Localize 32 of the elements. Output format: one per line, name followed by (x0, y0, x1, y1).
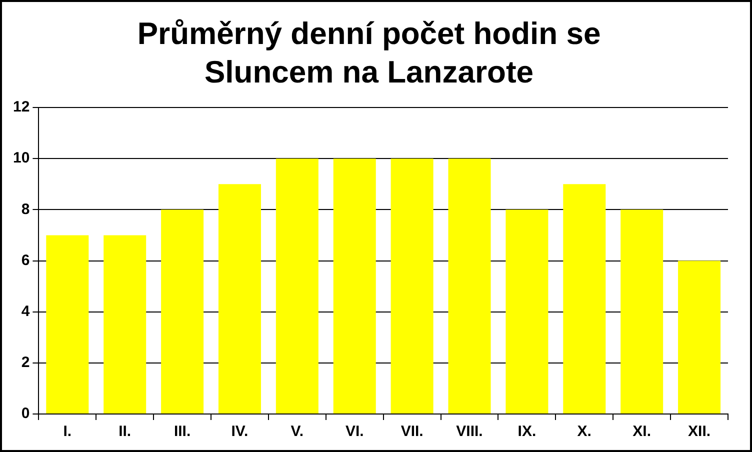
x-tick-label: VI. (345, 423, 364, 440)
chart-title: Průměrný denní počet hodin se Sluncem na Lanzarote (137, 16, 601, 90)
y-tick-label: 10 (12, 150, 30, 167)
bar (218, 184, 261, 414)
y-tick-label: 6 (21, 252, 30, 269)
bar (448, 158, 491, 414)
x-tick-label: XII. (688, 423, 711, 440)
y-tick-label: 0 (21, 405, 30, 422)
x-tick-label: IX. (518, 423, 536, 440)
bar (104, 235, 146, 414)
x-tick-label: XI. (632, 423, 652, 440)
x-tick-label: I. (63, 423, 72, 440)
bar (678, 260, 721, 414)
x-tick-label: III. (174, 423, 191, 440)
y-tick-label: 12 (12, 98, 30, 116)
y-tick-label: 2 (21, 354, 30, 372)
x-tick-label: X. (577, 423, 592, 440)
bar (276, 158, 318, 414)
x-tick-label: V. (290, 423, 304, 440)
bar (46, 235, 89, 414)
y-tick-label: 4 (21, 302, 30, 320)
bar (161, 210, 204, 414)
bar (506, 210, 548, 414)
bar (333, 158, 376, 414)
x-tick-label: IV. (231, 423, 248, 440)
x-tick-label: VII. (400, 423, 424, 440)
bar (620, 210, 664, 414)
x-tick-label: II. (118, 423, 132, 440)
y-tick-label: 8 (21, 200, 30, 218)
x-tick-label: VIII. (456, 423, 483, 440)
bar (563, 184, 606, 414)
bar (390, 158, 434, 414)
